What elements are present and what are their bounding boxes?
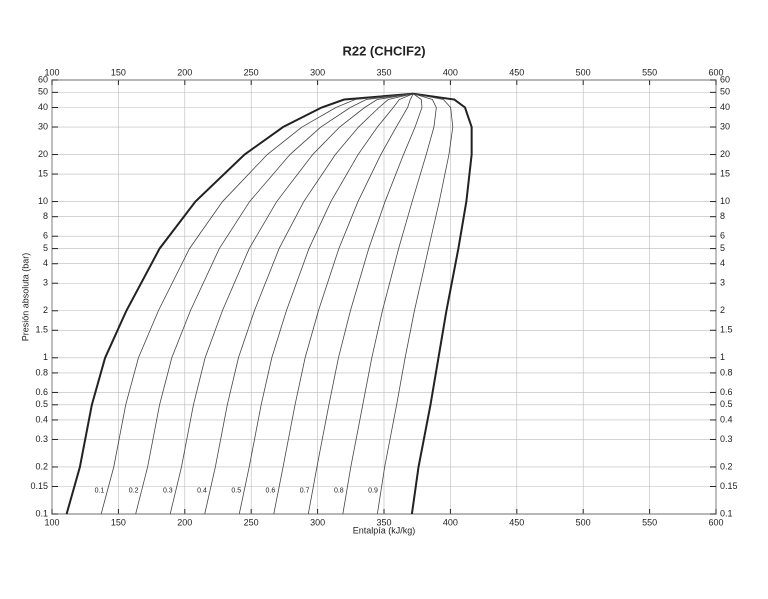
x-tick-label: 500 xyxy=(576,517,591,527)
x-tick-label-top: 600 xyxy=(708,67,723,77)
y-tick-label: 0.8 xyxy=(35,367,48,377)
quality-label: 0.2 xyxy=(129,487,139,494)
quality-label: 0.1 xyxy=(95,487,105,494)
y-tick-label-right: 3 xyxy=(720,278,725,288)
quality-line xyxy=(342,93,437,515)
x-tick-label-top: 400 xyxy=(443,67,458,77)
y-tick-label: 4 xyxy=(43,258,48,268)
quality-line xyxy=(307,93,423,515)
y-tick-label: 30 xyxy=(38,121,48,131)
y-tick-label-right: 15 xyxy=(720,168,730,178)
x-tick-label-top: 100 xyxy=(44,67,59,77)
y-tick-label: 0.4 xyxy=(35,414,48,424)
quality-label: 0.4 xyxy=(197,487,207,494)
quality-label: 0.3 xyxy=(163,487,173,494)
y-tick-label-right: 50 xyxy=(720,87,730,97)
y-tick-label-right: 5 xyxy=(720,243,725,253)
quality-line xyxy=(169,93,414,515)
x-tick-label-top: 300 xyxy=(310,67,325,77)
x-tick-label-top: 250 xyxy=(244,67,259,77)
saturation-curve xyxy=(65,92,414,515)
chart-title: R22 (CHClF2) xyxy=(342,43,425,58)
y-tick-label: 5 xyxy=(43,243,48,253)
quality-line xyxy=(135,93,414,515)
x-tick-label-top: 200 xyxy=(177,67,192,77)
x-tick-label: 250 xyxy=(244,517,259,527)
y-tick-label: 60 xyxy=(38,74,48,84)
saturation-curve xyxy=(410,92,473,515)
y-tick-label-right: 6 xyxy=(720,231,725,241)
x-tick-label: 300 xyxy=(310,517,325,527)
quality-label: 0.5 xyxy=(231,487,241,494)
x-axis-label: Entalpía (kJ/kg) xyxy=(353,525,416,535)
x-tick-label: 200 xyxy=(177,517,192,527)
quality-label: 0.9 xyxy=(368,487,378,494)
y-tick-label: 50 xyxy=(38,87,48,97)
y-axis-label: Presión absoluta (bar) xyxy=(20,253,30,342)
y-tick-label: 0.3 xyxy=(35,434,48,444)
y-tick-label: 0.15 xyxy=(30,481,48,491)
x-tick-label: 600 xyxy=(708,517,723,527)
x-tick-label-top: 550 xyxy=(642,67,657,77)
y-tick-label: 2 xyxy=(43,305,48,315)
quality-line xyxy=(100,93,414,515)
y-tick-label: 0.2 xyxy=(35,461,48,471)
quality-label: 0.6 xyxy=(266,487,276,494)
y-tick-label-right: 10 xyxy=(720,196,730,206)
y-tick-label-right: 1 xyxy=(720,352,725,362)
y-tick-label-right: 20 xyxy=(720,149,730,159)
y-tick-label-right: 0.8 xyxy=(720,367,733,377)
y-tick-label: 40 xyxy=(38,102,48,112)
quality-label: 0.7 xyxy=(300,487,310,494)
x-tick-label: 100 xyxy=(44,517,59,527)
y-tick-label-right: 2 xyxy=(720,305,725,315)
y-tick-label: 10 xyxy=(38,196,48,206)
y-tick-label: 0.5 xyxy=(35,399,48,409)
x-tick-label: 400 xyxy=(443,517,458,527)
x-tick-label-top: 450 xyxy=(509,67,524,77)
y-tick-label-right: 0.4 xyxy=(720,414,733,424)
y-tick-label-right: 1.5 xyxy=(720,325,733,335)
y-tick-label-right: 0.1 xyxy=(720,508,733,518)
x-tick-label-top: 350 xyxy=(376,67,391,77)
x-tick-label: 450 xyxy=(509,517,524,527)
y-tick-label: 15 xyxy=(38,168,48,178)
y-tick-label-right: 0.3 xyxy=(720,434,733,444)
y-tick-label-right: 60 xyxy=(720,74,730,84)
y-tick-label: 8 xyxy=(43,211,48,221)
y-tick-label: 3 xyxy=(43,278,48,288)
y-tick-label: 1 xyxy=(43,352,48,362)
quality-label: 0.8 xyxy=(334,487,344,494)
y-tick-label-right: 8 xyxy=(720,211,725,221)
y-tick-label: 20 xyxy=(38,149,48,159)
y-tick-label-right: 0.6 xyxy=(720,387,733,397)
x-tick-label: 150 xyxy=(111,517,126,527)
y-tick-label: 0.1 xyxy=(35,508,48,518)
y-tick-label: 1.5 xyxy=(35,325,48,335)
y-tick-label: 6 xyxy=(43,231,48,241)
x-tick-label-top: 150 xyxy=(111,67,126,77)
y-tick-label-right: 0.15 xyxy=(720,481,738,491)
x-tick-label: 550 xyxy=(642,517,657,527)
y-tick-label-right: 0.2 xyxy=(720,461,733,471)
y-tick-label-right: 40 xyxy=(720,102,730,112)
y-tick-label-right: 30 xyxy=(720,121,730,131)
y-tick-label: 0.6 xyxy=(35,387,48,397)
y-tick-label-right: 0.5 xyxy=(720,399,733,409)
x-tick-label: 350 xyxy=(376,517,391,527)
x-tick-label-top: 500 xyxy=(576,67,591,77)
quality-line xyxy=(204,93,414,515)
quality-line xyxy=(376,93,454,515)
quality-line xyxy=(238,93,414,515)
quality-line xyxy=(273,93,414,515)
y-tick-label-right: 4 xyxy=(720,258,725,268)
